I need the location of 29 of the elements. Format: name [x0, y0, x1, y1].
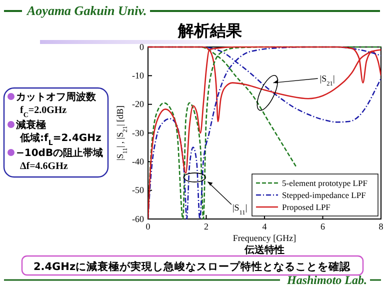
y-tick-label: -20 [132, 99, 144, 110]
text: Δf=4.6GHz [20, 161, 68, 172]
text: −10dBの阻止帯域 [16, 147, 104, 159]
y-tick-label: 0 [140, 42, 144, 52]
y-tick-label: -40 [132, 156, 144, 167]
x-tick-label: 8 [378, 221, 384, 232]
text: カットオフ周波数 [16, 91, 97, 103]
x-axis-title: Frequency [GHz] [232, 233, 296, 243]
text: f$_{C}$=2.0GHz [20, 105, 68, 119]
y-tick-label: -60 [132, 214, 144, 224]
y-tick-label: -30 [132, 128, 144, 138]
legend-label: Stepped-impedance LPF [282, 190, 366, 200]
text: 伝送特性 [244, 244, 284, 256]
annotation: |S$_{21}$| [320, 74, 335, 88]
y-tick-label: -50 [132, 185, 144, 196]
text: Aoyama Gakuin Univ. [26, 3, 147, 18]
text: 2.4GHzに減衰極が実現し急峻なスロープ特性となることを確認 [33, 260, 352, 273]
text: Hashimoto Lab. [286, 273, 367, 287]
y-tick-label: -10 [132, 70, 144, 81]
x-tick-label: 2 [204, 221, 208, 232]
chart-title: 解析結果 [177, 21, 243, 40]
x-tick-label: 6 [320, 221, 326, 232]
legend-label: 5-element prototype LPF [282, 178, 368, 188]
text: 減衰極 [15, 119, 46, 131]
x-tick-label: 4 [262, 221, 268, 232]
legend-label: Proposed LPF [282, 202, 331, 212]
annotation: |S$_{11}$| [232, 202, 248, 216]
x-tick-label: 0 [146, 221, 151, 232]
text: 低域:f$_{L}$=2.4GHz [19, 132, 102, 147]
